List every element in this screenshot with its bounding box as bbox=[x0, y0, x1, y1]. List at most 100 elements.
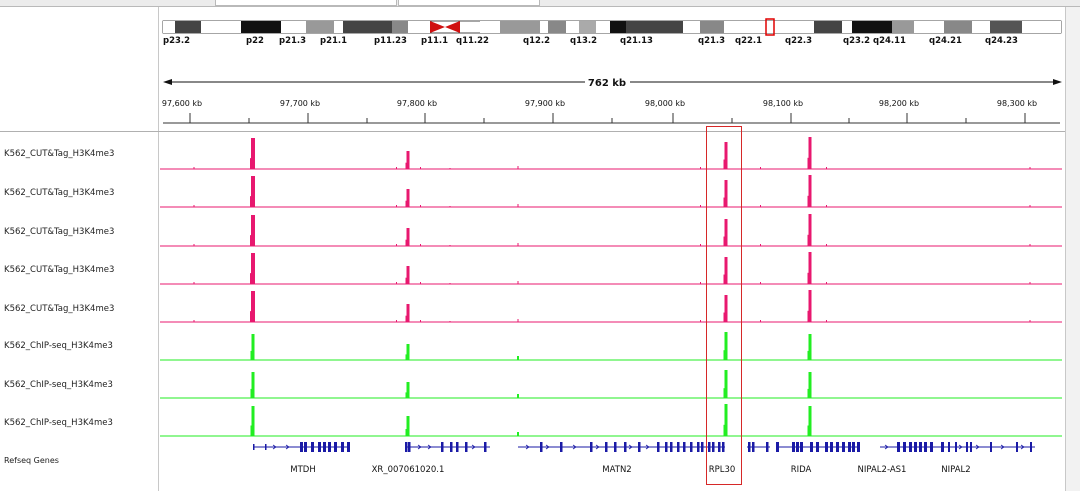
peak-5-2[interactable] bbox=[724, 295, 728, 322]
peak-8-4[interactable] bbox=[517, 432, 519, 436]
matn2-exon-6 bbox=[638, 442, 641, 452]
peak-2-6[interactable] bbox=[1029, 205, 1031, 207]
peak-4-2[interactable] bbox=[724, 257, 728, 284]
track-label-7[interactable]: K562_ChIP-seq_H3K4me3 bbox=[4, 380, 113, 390]
search-box[interactable] bbox=[398, 0, 540, 6]
peak-8-2[interactable] bbox=[724, 404, 728, 436]
peak-4-3[interactable] bbox=[808, 252, 812, 284]
peak-3-4[interactable] bbox=[193, 244, 195, 246]
nipal2-exon-1 bbox=[903, 442, 906, 452]
rida-exon-10 bbox=[848, 442, 851, 452]
ruler-tick-label-1: 97,700 kb bbox=[280, 99, 320, 108]
peak-shoulder-4-3 bbox=[807, 272, 809, 284]
matn2-exon-2 bbox=[590, 442, 593, 452]
track-label-1[interactable]: K562_CUT&Tag_H3K4me3 bbox=[4, 149, 115, 159]
noise-4-4 bbox=[700, 282, 701, 284]
ideogram-band-stain bbox=[500, 21, 540, 33]
matn2-exon-4 bbox=[614, 442, 617, 452]
refseq-label[interactable]: Refseq Genes bbox=[4, 456, 59, 465]
peak-3-1[interactable] bbox=[406, 228, 410, 246]
vertical-scrollbar[interactable] bbox=[1065, 7, 1080, 491]
peak-1-1[interactable] bbox=[406, 151, 410, 169]
peak-7-3[interactable] bbox=[808, 372, 812, 398]
peak-3-7[interactable] bbox=[449, 245, 451, 246]
peak-8-1[interactable] bbox=[406, 416, 410, 436]
nipal2-chevron-4 bbox=[1020, 444, 1025, 450]
peak-4-4[interactable] bbox=[193, 282, 195, 284]
peak-5-7[interactable] bbox=[449, 321, 451, 322]
peak-2-0[interactable] bbox=[251, 176, 255, 207]
nipal2-exon-13 bbox=[1016, 442, 1018, 452]
peak-1-5[interactable] bbox=[517, 166, 519, 169]
peak-7-0[interactable] bbox=[251, 372, 255, 398]
mtdh-exon-10 bbox=[347, 442, 350, 452]
peak-4-0[interactable] bbox=[251, 253, 255, 284]
peak-1-0[interactable] bbox=[251, 138, 255, 169]
peak-3-3[interactable] bbox=[808, 214, 812, 246]
noise-5-0 bbox=[396, 320, 397, 322]
peak-5-1[interactable] bbox=[406, 304, 410, 322]
noise-4-1 bbox=[420, 282, 421, 284]
nipal2-exon-6 bbox=[930, 442, 933, 452]
peak-1-3[interactable] bbox=[808, 137, 812, 169]
peak-5-6[interactable] bbox=[1029, 320, 1031, 322]
peak-5-4[interactable] bbox=[193, 320, 195, 322]
peak-6-2[interactable] bbox=[724, 332, 728, 360]
peak-2-5[interactable] bbox=[517, 204, 519, 207]
ideogram-band-stain bbox=[852, 21, 892, 33]
peak-3-5[interactable] bbox=[517, 243, 519, 246]
track-label-4[interactable]: K562_CUT&Tag_H3K4me3 bbox=[4, 265, 115, 275]
peak-4-1[interactable] bbox=[406, 266, 410, 284]
noise-3-0 bbox=[396, 244, 397, 246]
peak-6-4[interactable] bbox=[517, 356, 519, 360]
peak-3-6[interactable] bbox=[1029, 244, 1031, 246]
peak-3-0[interactable] bbox=[251, 215, 255, 246]
peak-5-5[interactable] bbox=[517, 319, 519, 322]
ideogram-band-label-q21.13: q21.13 bbox=[620, 36, 653, 46]
track-label-8[interactable]: K562_ChIP-seq_H3K4me3 bbox=[4, 418, 113, 428]
track-label-2[interactable]: K562_CUT&Tag_H3K4me3 bbox=[4, 188, 115, 198]
peak-2-3[interactable] bbox=[808, 175, 812, 207]
peak-6-0[interactable] bbox=[251, 334, 255, 360]
ideogram-band-stain bbox=[814, 21, 842, 33]
track-label-6[interactable]: K562_ChIP-seq_H3K4me3 bbox=[4, 341, 113, 351]
track-label-5[interactable]: K562_CUT&Tag_H3K4me3 bbox=[4, 304, 115, 314]
peak-1-2[interactable] bbox=[724, 142, 728, 169]
peak-4-6[interactable] bbox=[1029, 282, 1031, 284]
peak-1-6[interactable] bbox=[1029, 167, 1031, 169]
noise-3-1 bbox=[420, 244, 421, 246]
peak-8-3[interactable] bbox=[808, 406, 812, 436]
matn2-exon-13 bbox=[697, 442, 700, 452]
peak-6-3[interactable] bbox=[808, 334, 812, 360]
matn2-exon-12 bbox=[690, 442, 693, 452]
peak-3-2[interactable] bbox=[724, 219, 728, 246]
peak-2-7[interactable] bbox=[449, 206, 451, 207]
peak-2-4[interactable] bbox=[193, 205, 195, 207]
ideogram-band-stain bbox=[241, 21, 281, 33]
peak-7-2[interactable] bbox=[724, 370, 728, 398]
current-region-marker[interactable] bbox=[765, 18, 775, 36]
locus-box[interactable] bbox=[215, 0, 397, 6]
ideogram-band-stain bbox=[842, 21, 852, 33]
peak-7-1[interactable] bbox=[406, 382, 410, 398]
peak-5-0[interactable] bbox=[251, 291, 255, 322]
track-label-3[interactable]: K562_CUT&Tag_H3K4me3 bbox=[4, 227, 115, 237]
peak-4-7[interactable] bbox=[449, 283, 451, 284]
peak-7-4[interactable] bbox=[517, 394, 519, 398]
peak-8-0[interactable] bbox=[251, 406, 255, 436]
rida-exon-0 bbox=[776, 442, 779, 452]
peak-5-3[interactable] bbox=[808, 290, 812, 322]
peak-2-2[interactable] bbox=[724, 180, 728, 207]
peak-1-7[interactable] bbox=[449, 168, 451, 169]
peak-shoulder-1-2 bbox=[723, 159, 725, 169]
ideogram-band-stain bbox=[343, 21, 392, 33]
peak-2-1[interactable] bbox=[406, 189, 410, 207]
peak-4-5[interactable] bbox=[517, 281, 519, 284]
rpl30-exon-0 bbox=[748, 442, 751, 452]
mtdh-chevron-0 bbox=[272, 444, 277, 450]
peak-6-1[interactable] bbox=[406, 344, 410, 360]
mtdh-exon-4 bbox=[311, 442, 314, 452]
ideogram-band-stain bbox=[990, 21, 1022, 33]
peak-1-4[interactable] bbox=[193, 167, 195, 169]
